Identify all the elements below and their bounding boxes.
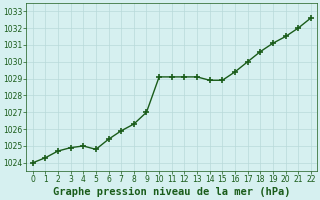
X-axis label: Graphe pression niveau de la mer (hPa): Graphe pression niveau de la mer (hPa) [53, 187, 291, 197]
